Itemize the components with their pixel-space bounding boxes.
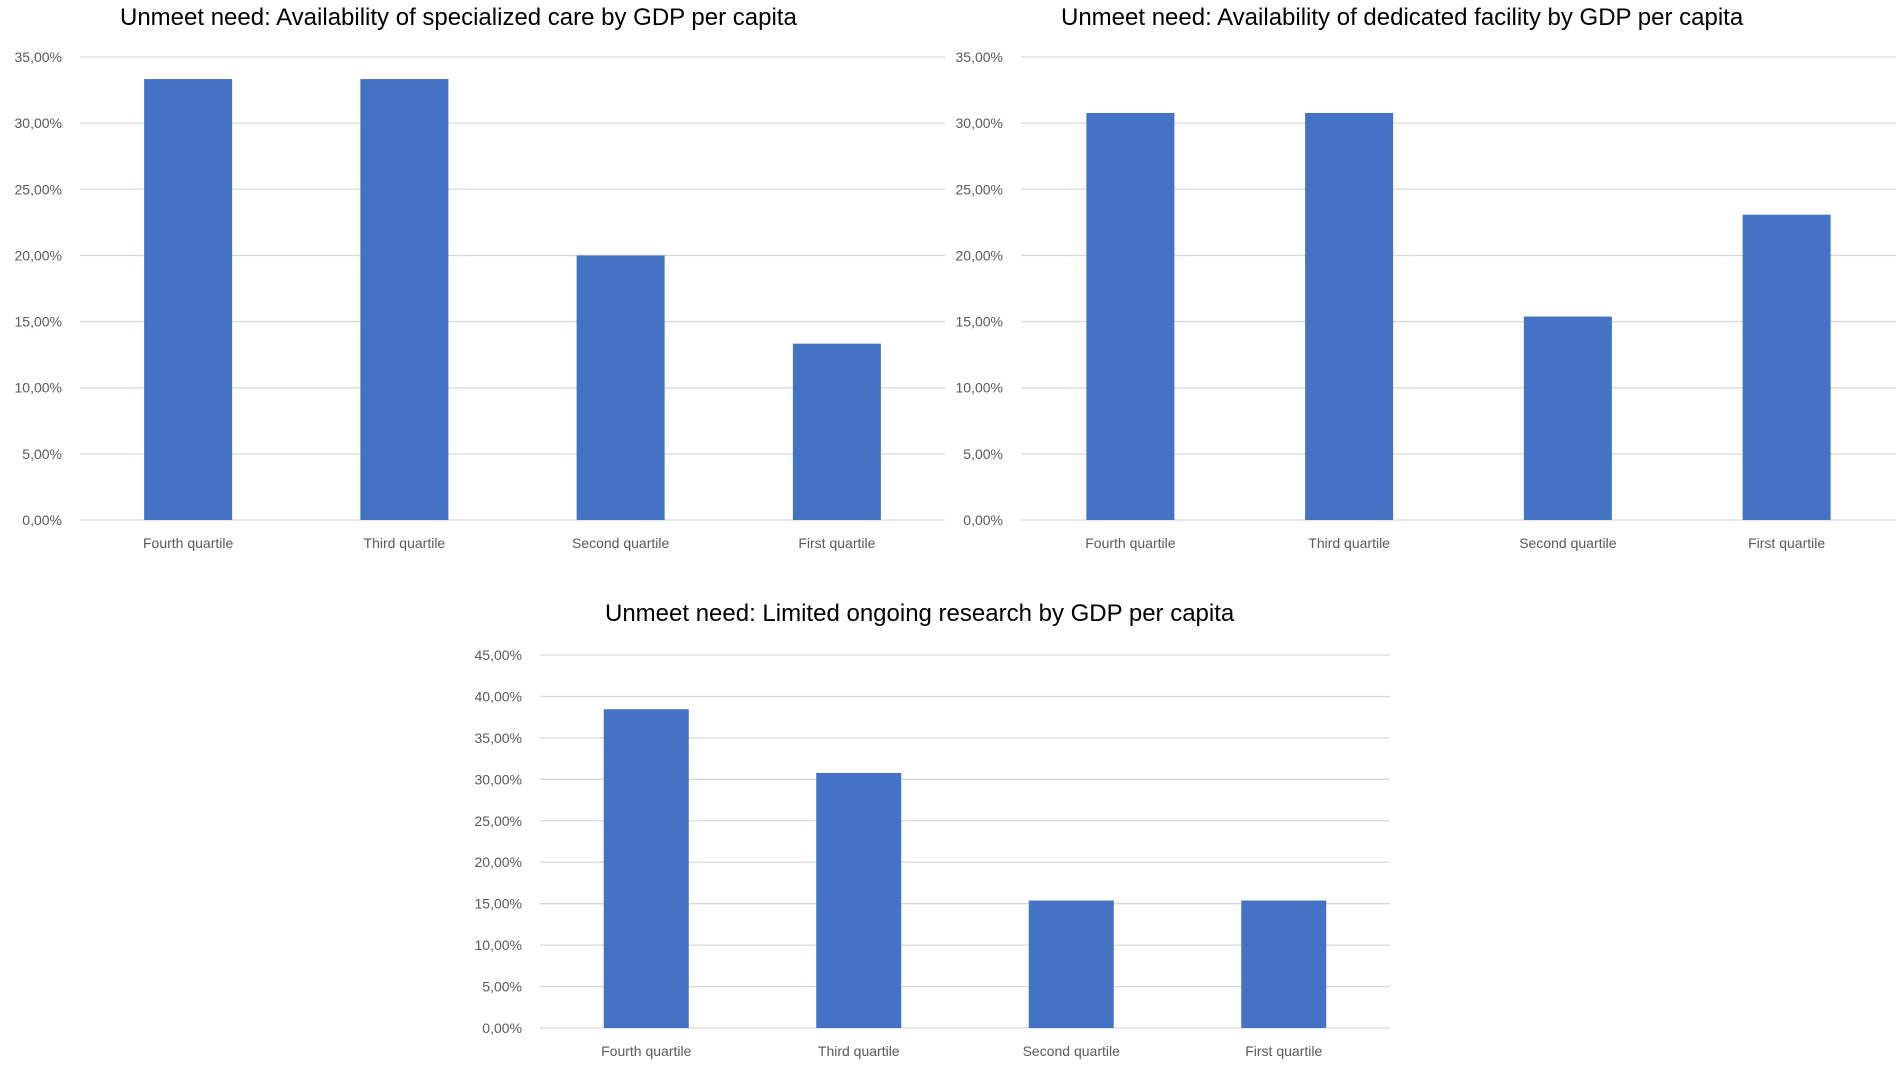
x-tick-label: First quartile (1748, 535, 1825, 551)
bar (576, 255, 665, 520)
x-tick-label: Third quartile (1308, 535, 1390, 551)
y-tick-label: 40,00% (475, 688, 522, 704)
y-tick-label: 25,00% (15, 181, 62, 197)
x-tick-label: Second quartile (1519, 535, 1617, 551)
y-tick-label: 30,00% (15, 115, 62, 131)
x-tick-label: First quartile (1245, 1043, 1322, 1059)
chart-plot: 0,00% 5,00% 10,00% 15,00% 20,00% 25,00% 30,00%… (15, 49, 945, 551)
chart-specialized-care: Unmeet need: Availability of specialized… (0, 0, 951, 560)
chart-title: Unmeet need: Limited ongoing research by… (605, 600, 1235, 627)
y-tick-label: 35,00% (956, 49, 1003, 65)
chart-title: Unmeet need: Availability of dedicated f… (1061, 4, 1744, 31)
bar (792, 343, 881, 520)
y-tick-label: 25,00% (475, 813, 522, 829)
y-tick-label: 20,00% (475, 854, 522, 870)
chart-limited-research: Unmeet need: Limited ongoing research by… (460, 590, 1400, 1065)
y-tick-label: 45,00% (475, 647, 522, 663)
bar (1086, 112, 1175, 521)
y-tick-label: 0,00% (22, 512, 62, 528)
y-tick-label: 30,00% (475, 771, 522, 787)
chart-plot: 0,00% 5,00% 10,00% 15,00% 20,00% 25,00% 30,00%… (956, 49, 1896, 551)
x-tick-label: First quartile (798, 535, 875, 551)
y-tick-label: 20,00% (956, 247, 1003, 263)
y-tick-label: 30,00% (956, 115, 1003, 131)
y-tick-label: 10,00% (475, 937, 522, 953)
bars: Fourth quartile Third quartile Second quar… (1085, 112, 1831, 551)
y-tick-label: 25,00% (956, 181, 1003, 197)
chart-title: Unmeet need: Availability of specialized… (120, 4, 797, 31)
y-tick-label: 0,00% (482, 1020, 522, 1036)
bar (144, 79, 233, 521)
x-tick-label: Fourth quartile (1085, 535, 1175, 551)
y-tick-label: 10,00% (956, 380, 1003, 396)
bar (1742, 214, 1831, 520)
y-tick-label: 5,00% (963, 446, 1003, 462)
bar (1241, 900, 1327, 1028)
x-tick-label: Second quartile (572, 535, 670, 551)
x-tick-label: Fourth quartile (143, 535, 233, 551)
x-tick-label: Second quartile (1023, 1043, 1121, 1059)
bar (1523, 316, 1612, 520)
x-tick-label: Third quartile (818, 1043, 900, 1059)
bar (816, 772, 902, 1028)
y-tick-label: 35,00% (475, 730, 522, 746)
x-tick-label: Fourth quartile (601, 1043, 691, 1059)
y-tick-label: 15,00% (956, 314, 1003, 330)
y-tick-label: 15,00% (475, 896, 522, 912)
bar (360, 79, 449, 521)
y-tick-label: 20,00% (15, 247, 62, 263)
y-tick-label: 5,00% (22, 446, 62, 462)
bars: Fourth quartile Third quartile Second quar… (143, 79, 881, 551)
y-tick-label: 0,00% (963, 512, 1003, 528)
x-tick-label: Third quartile (364, 535, 446, 551)
bar (603, 709, 689, 1028)
bar (1028, 900, 1114, 1028)
y-tick-label: 5,00% (482, 979, 522, 995)
chart-plot: 0,00% 5,00% 10,00% 15,00% 20,00% 25,00% 30,00%… (475, 647, 1390, 1059)
bars: Fourth quartile Third quartile Second quar… (601, 709, 1327, 1059)
y-tick-label: 15,00% (15, 314, 62, 330)
chart-dedicated-facility: Unmeet need: Availability of dedicated f… (951, 0, 1902, 560)
y-tick-label: 10,00% (15, 380, 62, 396)
y-tick-label: 35,00% (15, 49, 62, 65)
bar (1305, 112, 1394, 521)
